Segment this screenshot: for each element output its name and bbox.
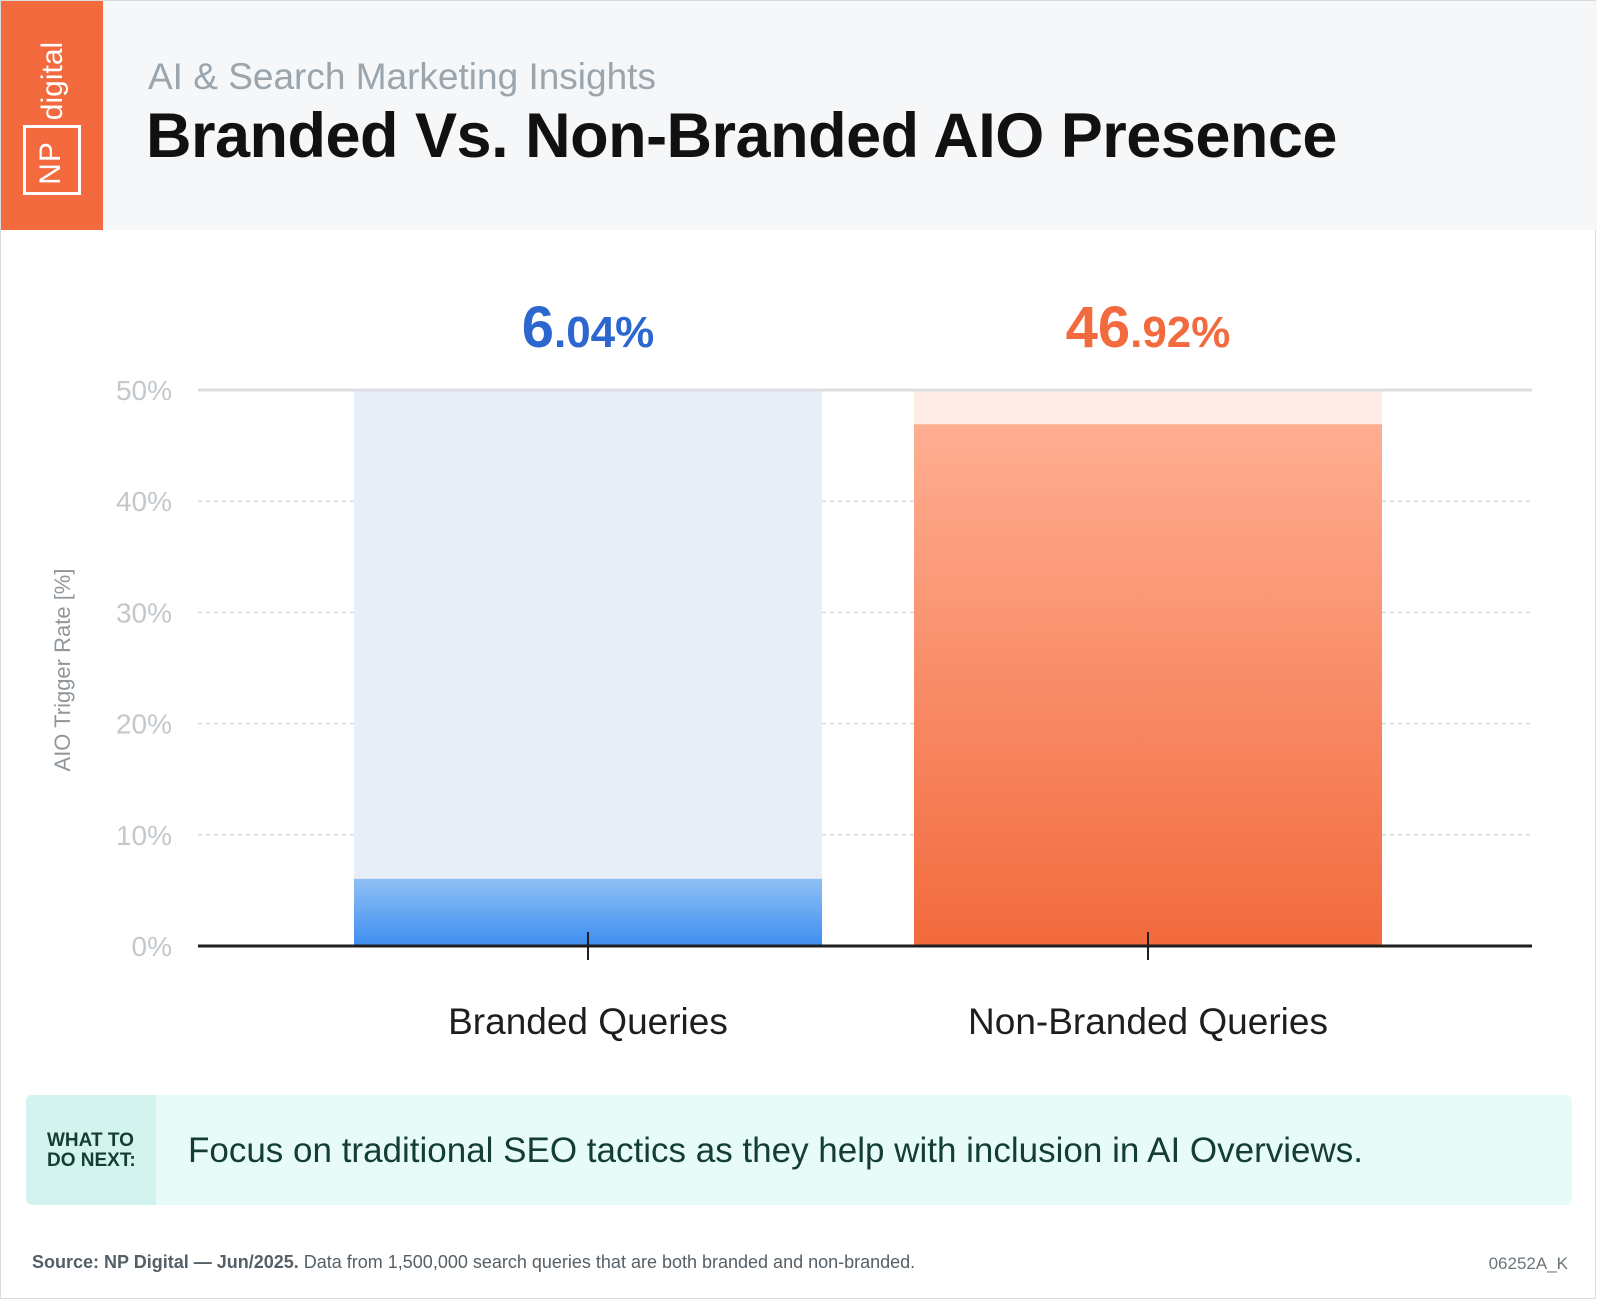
- y-tick-label: 0%: [132, 931, 172, 962]
- data-label: 6.04%: [522, 295, 655, 360]
- bar-chart: 0% 10% 20% 30% 40% 50% 6.04% Branded Queries 46.…: [50, 295, 1532, 1042]
- y-tick-label: 10%: [116, 820, 172, 851]
- bar: [914, 424, 1382, 946]
- y-tick-label: 30%: [116, 597, 172, 628]
- source-rest: Data from 1,500,000 search queries that …: [298, 1252, 916, 1272]
- y-axis-label: AIO Trigger Rate [%]: [50, 569, 75, 772]
- x-tick-label: Non-Branded Queries: [968, 1001, 1328, 1042]
- chart-code: 06252A_K: [1488, 1254, 1568, 1273]
- callout-text: Focus on traditional SEO tactics as they…: [188, 1131, 1363, 1170]
- logo-box: [23, 125, 81, 195]
- y-tick-label: 50%: [116, 375, 172, 406]
- logo-digital-text: digital: [36, 41, 69, 121]
- source-bold: Source: NP Digital — Jun/2025.: [32, 1252, 299, 1272]
- chart-subtitle: AI & Search Marketing Insights: [148, 56, 656, 97]
- callout-tag-text: WHAT TO DO NEXT:: [47, 1130, 136, 1171]
- y-tick-label: 20%: [116, 709, 172, 740]
- callout-tag: WHAT TO DO NEXT:: [26, 1095, 156, 1205]
- x-tick-label: Branded Queries: [448, 1001, 728, 1042]
- y-tick-label: 40%: [116, 486, 172, 517]
- source-note: Source: NP Digital — Jun/2025. Data from…: [32, 1252, 915, 1273]
- data-label: 46.92%: [1066, 295, 1231, 360]
- np-digital-logo: NP digital: [1, 1, 103, 230]
- header: [1, 1, 1597, 230]
- logo-np-text: NP: [34, 141, 67, 185]
- what-to-do-next-callout: WHAT TO DO NEXT: Focus on traditional SE…: [26, 1095, 1572, 1205]
- bar-track: [354, 390, 822, 946]
- chart-title: Branded Vs. Non-Branded AIO Presence: [146, 101, 1337, 171]
